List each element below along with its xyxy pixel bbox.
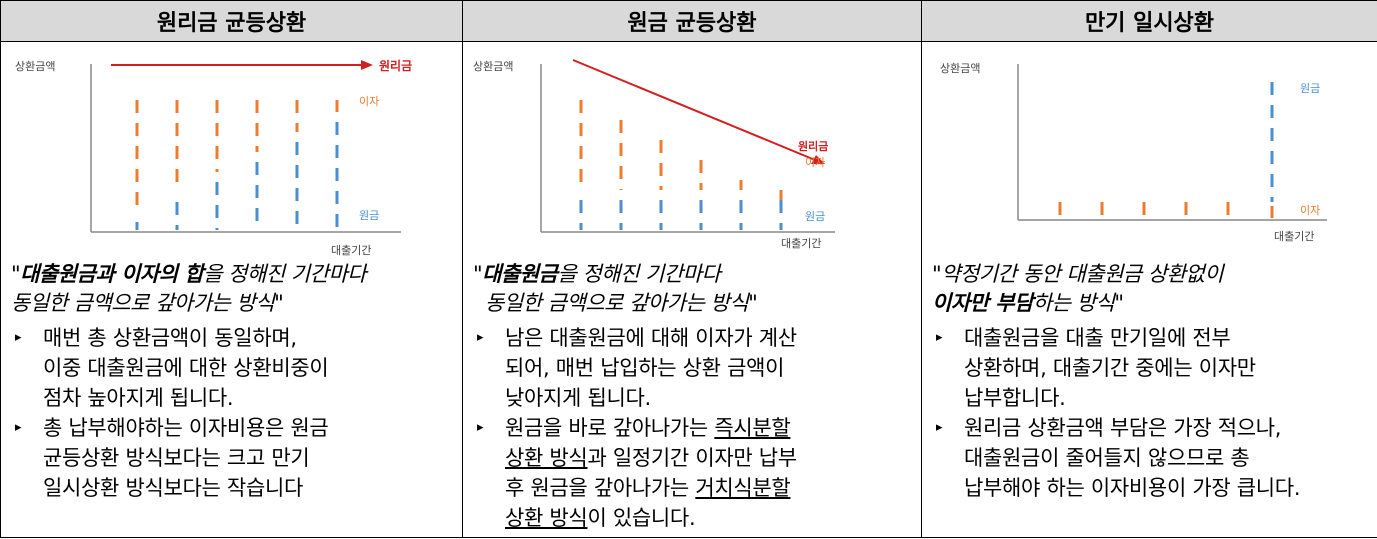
bars-bullet-repayment bbox=[1058, 82, 1274, 218]
arrow-head bbox=[811, 155, 825, 164]
header-bullet-repayment: 만기 일시상환 bbox=[921, 0, 1377, 42]
bullet-item: ▸ 남은 대출원금에 대해 이자가 계산 되어, 매번 납입하는 상환 금액이 … bbox=[477, 326, 797, 410]
quote-line2: 동일한 금액으로 갚아가는 방식" bbox=[485, 291, 758, 315]
cell-equal-principal: 상환금액 원리금 이자 원금 대출기간 "대출원금을 정해진 기간마다 동일한 … bbox=[462, 41, 922, 538]
quote: "대출원금과 이자의 합을 정해진 기간마다 동일한 금액으로 갚아가는 방식" bbox=[11, 262, 367, 315]
quote: "약정기간 동안 대출원금 상환없이 이자만 부담하는 방식" bbox=[932, 260, 1224, 318]
bullet-item: ▸ 매번 총 상환금액이 동일하며, 이중 대출원금에 대한 상환비중이 점차 … bbox=[15, 326, 329, 410]
chart-ylabel: 상환금액 bbox=[940, 62, 980, 75]
quote-rest: 을 정해진 기간마다 bbox=[203, 262, 367, 286]
header-equal-payment: 원리금 균등상환 bbox=[0, 0, 463, 42]
principal-label: 원금 bbox=[1300, 82, 1320, 95]
arrow-line bbox=[572, 59, 816, 161]
quote: "대출원금을 정해진 기간마다 동일한 금액으로 갚아가는 방식" bbox=[473, 262, 758, 315]
quote-bold: 대출원금과 이자의 합 bbox=[20, 262, 204, 286]
principal-label: 원금 bbox=[805, 210, 825, 223]
quote-rest: 을 정해진 기간마다 bbox=[557, 262, 721, 286]
bullet-list: ▸ 대출원금을 대출 만기일에 전부 상환하며, 대출기간 중에는 이자만 납부… bbox=[932, 323, 1371, 503]
bars-equal-principal bbox=[579, 100, 783, 230]
bullet-list: ▸ 남은 대출원금에 대해 이자가 계산 되어, 매번 납입하는 상환 금액이 … bbox=[473, 323, 915, 533]
chart-ylabel: 상환금액 bbox=[473, 60, 513, 73]
bullet-item: ▸ 총 납부해야하는 이자비용은 원금 균등상환 방식보다는 크고 만기 일시상… bbox=[15, 416, 329, 500]
cell-bullet-repayment: 상환금액 원금 이자 대출기간 "약정기간 동안 대출원금 상환없이 이자만 부… bbox=[921, 41, 1377, 538]
chart-xlabel: 대출기간 bbox=[1274, 230, 1314, 243]
quote-line2: 동일한 금액으로 갚아가는 방식" bbox=[11, 291, 284, 315]
arrow-label: 원리금 bbox=[379, 58, 412, 73]
bars-equal-payment bbox=[135, 100, 339, 230]
quote-bold: 대출원금 bbox=[482, 262, 558, 286]
arrow-label: 원리금 bbox=[798, 139, 828, 153]
chart-equal-payment: 상환금액 원리금 이자 원금 대출기간 bbox=[15, 58, 412, 257]
chart-xlabel: 대출기간 bbox=[331, 244, 371, 257]
bullet-item: ▸ 원금을 바로 갚아나가는 즉시분할 상환 방식과 일정기간 이자만 납부 후… bbox=[477, 416, 797, 530]
quote-bold: 이자만 부담 bbox=[932, 291, 1033, 315]
chart-bullet-repayment: 상환금액 원금 이자 대출기간 bbox=[940, 62, 1327, 243]
quote-line1: "약정기간 동안 대출원금 상환없이 bbox=[932, 262, 1224, 286]
chart-ylabel: 상환금액 bbox=[15, 60, 55, 73]
principal-label: 원금 bbox=[359, 209, 379, 222]
bullet-item: ▸ 대출원금을 대출 만기일에 전부 상환하며, 대출기간 중에는 이자만 납부… bbox=[936, 326, 1256, 410]
quote-rest: 하는 방식" bbox=[1032, 291, 1124, 315]
chart-xlabel: 대출기간 bbox=[781, 237, 821, 250]
bullet-item: ▸ 원리금 상환금액 부담은 가장 적으나, 대출원금이 줄어들지 않으므로 총… bbox=[936, 416, 1301, 500]
interest-label: 이자 bbox=[359, 95, 379, 108]
arrow-head bbox=[361, 60, 373, 70]
header-equal-principal: 원금 균등상환 bbox=[462, 0, 922, 42]
chart-equal-principal: 상환금액 원리금 이자 원금 대출기간 bbox=[473, 59, 835, 250]
interest-label: 이자 bbox=[805, 156, 825, 169]
interest-label: 이자 bbox=[1300, 204, 1320, 217]
cell-equal-payment: 상환금액 원리금 이자 원금 대출기간 "대출원금과 이자의 합을 정해진 기간… bbox=[0, 41, 463, 538]
bullet-list: ▸ 매번 총 상환금액이 동일하며, 이중 대출원금에 대한 상환비중이 점차 … bbox=[11, 323, 456, 503]
